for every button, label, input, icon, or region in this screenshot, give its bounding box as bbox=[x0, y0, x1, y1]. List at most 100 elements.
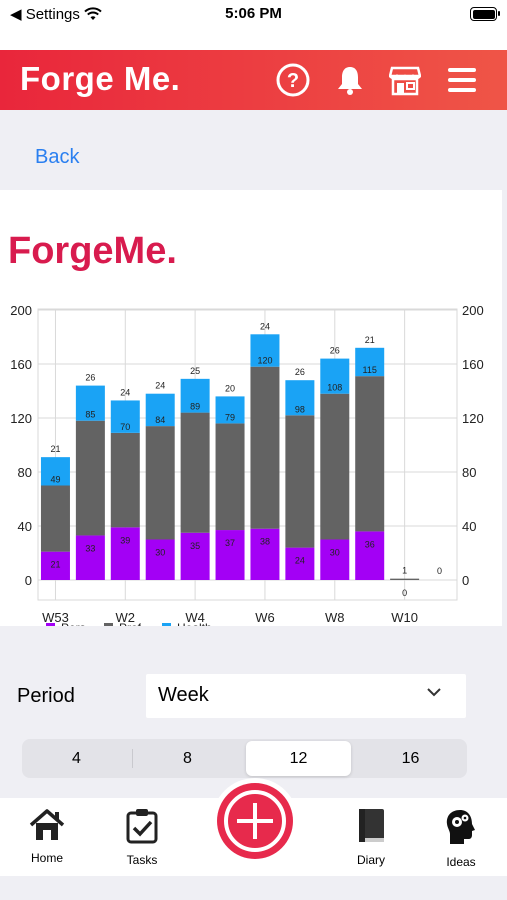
data-label-top: 20 bbox=[225, 383, 235, 393]
x-tick-label: W8 bbox=[325, 610, 345, 625]
segment-4[interactable]: 4 bbox=[72, 750, 81, 767]
data-label-pers: 37 bbox=[225, 538, 235, 548]
data-label-top: 21 bbox=[365, 335, 375, 345]
data-label-prof: 108 bbox=[327, 383, 342, 393]
bar-health-W53 bbox=[40, 457, 70, 486]
bar-pers-W53 bbox=[40, 551, 70, 580]
menu-icon[interactable] bbox=[445, 63, 479, 97]
y-tick-left: 0 bbox=[25, 573, 32, 588]
tab-tasks-label: Tasks bbox=[126, 853, 158, 867]
weeks-segmented-control: 4 8 12 16 bbox=[22, 739, 467, 778]
back-to-app[interactable]: ◀ Settings bbox=[10, 5, 102, 23]
chart-logo: ForgeMe. bbox=[8, 230, 177, 272]
segment-16[interactable]: 16 bbox=[401, 750, 420, 767]
data-label-pers: 24 bbox=[295, 556, 305, 566]
bar-prof-W9 bbox=[355, 376, 385, 532]
segment-8[interactable]: 8 bbox=[183, 750, 192, 767]
bar-pers-W1 bbox=[75, 535, 105, 580]
y-tick-left: 120 bbox=[10, 411, 32, 426]
y-tick-right: 40 bbox=[462, 519, 476, 534]
bar-prof-W10 bbox=[390, 578, 420, 580]
bar-prof-W8 bbox=[320, 393, 350, 540]
tab-diary[interactable]: Diary bbox=[331, 808, 411, 867]
bar-health-W6 bbox=[250, 334, 280, 367]
x-tick-label: W6 bbox=[255, 610, 275, 625]
bar-pers-W9 bbox=[355, 531, 385, 580]
bar-prof-W53 bbox=[40, 485, 70, 552]
bar-health-W5 bbox=[215, 396, 245, 424]
data-label-pers: 30 bbox=[330, 548, 340, 558]
y-tick-right: 160 bbox=[462, 357, 484, 372]
data-label-prof: 85 bbox=[85, 410, 95, 420]
bar-prof-W1 bbox=[75, 420, 105, 536]
clipboard-check-icon bbox=[126, 809, 158, 844]
y-tick-left: 80 bbox=[18, 465, 32, 480]
wifi-icon bbox=[84, 7, 102, 20]
back-app-label: ◀ Settings bbox=[10, 6, 80, 23]
bar-prof-W2 bbox=[110, 432, 140, 528]
bar-prof-W7 bbox=[285, 415, 315, 548]
data-label-pers: 35 bbox=[190, 541, 200, 551]
period-select[interactable]: Week bbox=[146, 674, 466, 718]
period-label: Period bbox=[17, 685, 75, 707]
tab-home[interactable]: Home bbox=[7, 808, 87, 865]
data-label-pers: 36 bbox=[365, 539, 375, 549]
bar-prof-W5 bbox=[215, 423, 245, 531]
y-tick-left: 40 bbox=[18, 519, 32, 534]
plus-icon bbox=[224, 790, 286, 852]
data-label-prof: 120 bbox=[257, 356, 272, 366]
y-tick-left: 200 bbox=[10, 303, 32, 318]
data-label-top: 26 bbox=[330, 346, 340, 356]
tab-ideas[interactable]: Ideas bbox=[421, 808, 501, 869]
bar-pers-W2 bbox=[110, 527, 140, 580]
data-label-top: 26 bbox=[295, 367, 305, 377]
y-tick-right: 80 bbox=[462, 465, 476, 480]
battery-icon bbox=[470, 7, 500, 21]
y-tick-left: 160 bbox=[10, 357, 32, 372]
status-bar: ◀ Settings 5:06 PM bbox=[0, 0, 507, 30]
bar-pers-W5 bbox=[215, 530, 245, 580]
legend-swatch-prof bbox=[104, 623, 113, 626]
y-tick-right: 200 bbox=[462, 303, 484, 318]
app-logo: Forge Me. bbox=[20, 60, 181, 97]
back-button[interactable]: Back bbox=[35, 146, 80, 168]
data-label-pers: 39 bbox=[120, 535, 130, 545]
segment-12[interactable]: 12 bbox=[246, 741, 351, 776]
data-label-top: 24 bbox=[155, 381, 165, 391]
bar-health-W4 bbox=[180, 378, 210, 413]
help-icon[interactable]: ? bbox=[276, 63, 310, 97]
shop-icon[interactable] bbox=[388, 63, 422, 97]
data-label-prof: 98 bbox=[295, 404, 305, 414]
book-icon bbox=[359, 809, 384, 842]
data-label-pers: 30 bbox=[155, 548, 165, 558]
period-value: Week bbox=[158, 684, 209, 706]
data-label-pers: 0 bbox=[402, 588, 407, 598]
x-tick-label: W4 bbox=[185, 610, 205, 625]
data-label-prof: 115 bbox=[363, 365, 377, 375]
bar-prof-W3 bbox=[145, 426, 175, 540]
x-tick-label: W2 bbox=[116, 610, 136, 625]
tab-tasks[interactable]: Tasks bbox=[102, 808, 182, 867]
data-label-top: 0 bbox=[437, 566, 442, 576]
bar-pers-W7 bbox=[285, 547, 315, 580]
add-button[interactable] bbox=[217, 783, 293, 859]
data-label-prof: 89 bbox=[190, 402, 200, 412]
bar-health-W7 bbox=[285, 380, 315, 416]
tab-ideas-label: Ideas bbox=[446, 855, 476, 869]
data-label-prof: 49 bbox=[50, 475, 60, 485]
bell-icon[interactable] bbox=[333, 63, 367, 97]
x-tick-label: W10 bbox=[391, 610, 418, 625]
bar-health-W1 bbox=[75, 385, 105, 421]
data-label-top: 25 bbox=[190, 366, 200, 376]
home-icon bbox=[29, 809, 65, 840]
data-label-top: 24 bbox=[260, 321, 270, 331]
bar-prof-W6 bbox=[250, 366, 280, 529]
data-label-prof: 70 bbox=[120, 422, 130, 432]
legend-swatch-pers bbox=[46, 623, 55, 626]
data-label-pers: 33 bbox=[85, 543, 95, 553]
data-label-prof: 84 bbox=[155, 415, 165, 425]
data-label-pers: 38 bbox=[260, 537, 270, 547]
bar-pers-W4 bbox=[180, 532, 210, 580]
data-label-pers: 21 bbox=[50, 560, 60, 570]
